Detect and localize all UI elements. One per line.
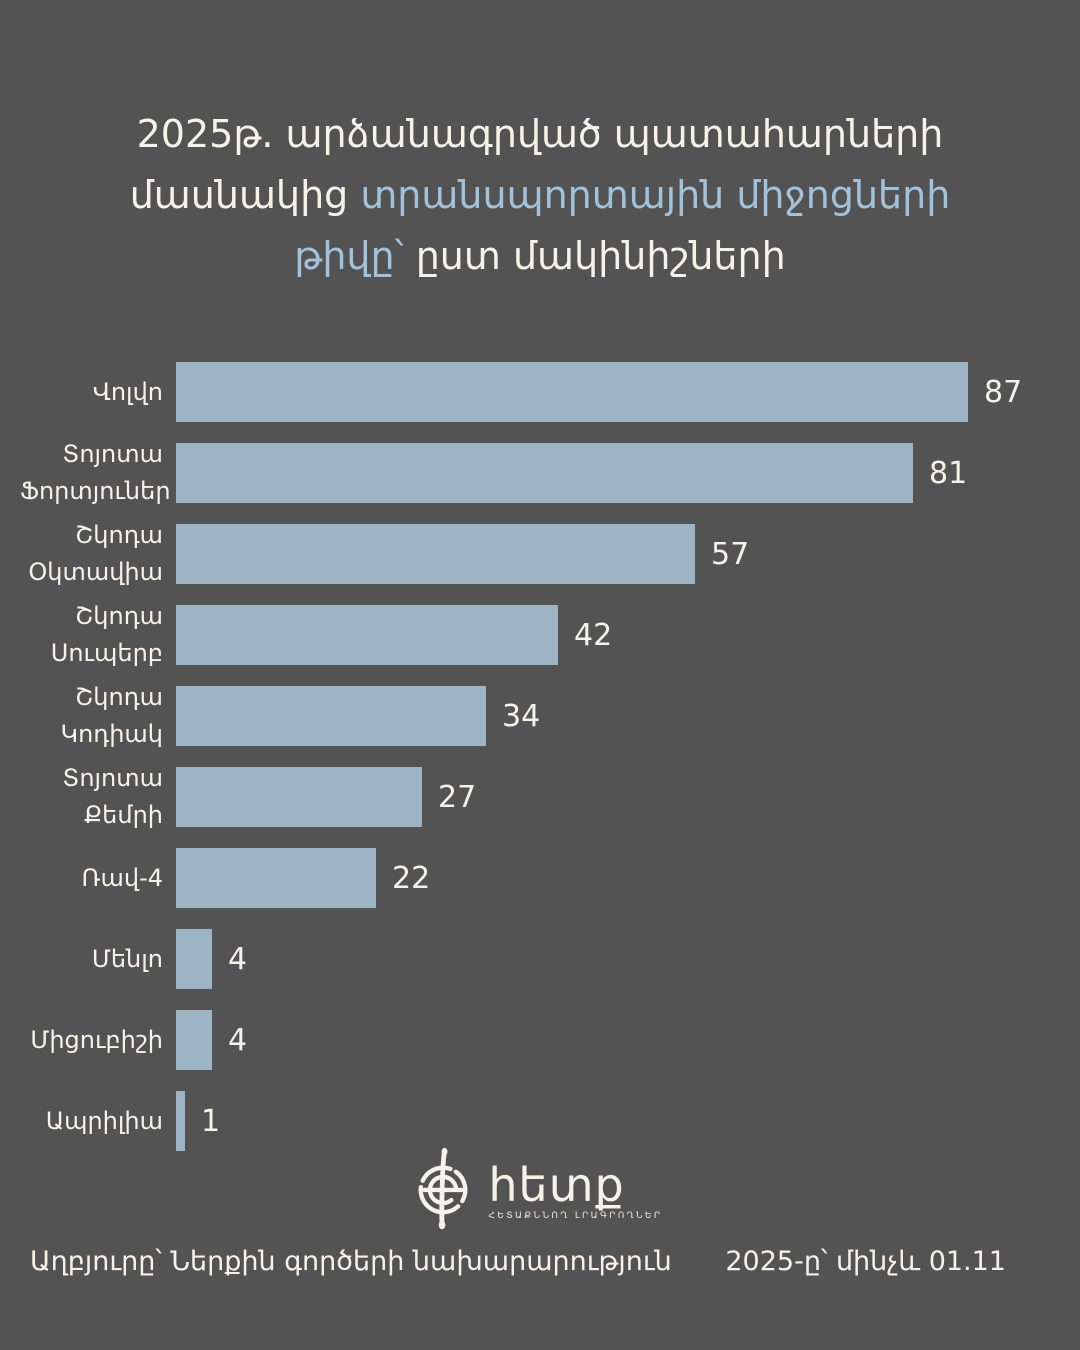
bar-value: 4: [228, 1022, 248, 1058]
logo-tagline-row: ՀԵՏԱՔՆՆՈՂ ԼՐԱԳՐՈՂՆԵՐ: [488, 1211, 667, 1221]
bar-value: 22: [392, 860, 431, 896]
title-segment: ըստ մակինիշների: [415, 234, 786, 278]
bar-label: Վոլվո: [92, 377, 163, 406]
bar: [176, 848, 376, 908]
logo-tagline: ՀԵՏԱՔՆՆՈՂ ԼՐԱԳՐՈՂՆԵՐ: [488, 1210, 663, 1221]
logo-text: հետք ՀԵՏԱՔՆՆՈՂ ԼՐԱԳՐՈՂՆԵՐ: [488, 1162, 667, 1221]
bar: [176, 686, 486, 746]
bar-label: Մենլո: [91, 944, 163, 973]
bar: [176, 605, 558, 665]
bar-row: Ապրիլիա 1: [20, 1091, 1080, 1151]
bar-label: Տոյոտա Քեմրի: [62, 764, 163, 829]
hetq-logo: հետք ՀԵՏԱՔՆՆՈՂ ԼՐԱԳՐՈՂՆԵՐ: [0, 1146, 1080, 1236]
title-segment: մասնակից: [129, 173, 361, 217]
hetq-compass-icon: [412, 1146, 474, 1236]
bar-value: 87: [984, 374, 1023, 410]
bar-label: Ապրիլիա: [45, 1106, 163, 1135]
logo-wordmark: հետք: [488, 1157, 625, 1212]
title-segment-highlight: թիվը՝: [294, 234, 416, 278]
bar: [176, 1091, 185, 1151]
bar-row: Շկոդա Կոդիակ 34: [20, 683, 1080, 748]
footer: Աղբյուրը՝ Ներքին գործերի նախարարություն …: [30, 1246, 1006, 1277]
bar-value: 4: [228, 941, 248, 977]
bar-row: Վոլվո 87: [20, 362, 1080, 422]
bar-label: Շկոդա Սուպերբ: [50, 602, 163, 667]
bar-label: Շկոդա Կոդիակ: [60, 683, 164, 748]
bar-row: Միցուբիշի 4: [20, 1010, 1080, 1070]
bar-label: Շկոդա Օկտավիա: [28, 521, 163, 586]
source-note: Աղբյուրը՝ Ներքին գործերի նախարարություն: [30, 1246, 672, 1277]
bar: [176, 443, 913, 503]
bar: [176, 362, 968, 422]
bar: [176, 929, 212, 989]
bar-value: 81: [929, 455, 968, 491]
bar-value: 34: [502, 698, 541, 734]
bar: [176, 1010, 212, 1070]
bar-row: Շկոդա Սուպերբ 42: [20, 602, 1080, 667]
bar-chart: Վոլվո 87 Տոյոտա Ֆորտյուներ 81 Շկոդա Օկտա…: [20, 362, 1080, 1172]
title-segment: 2025թ. արձանագրված պատահարների: [136, 112, 944, 156]
bar-label: Տոյոտա Ֆորտյուներ: [20, 440, 171, 505]
title-segment-highlight: տրանսպորտային միջոցների: [360, 173, 951, 217]
bar-row: Մենլո 4: [20, 929, 1080, 989]
bar-row: Շկոդա Օկտավիա 57: [20, 521, 1080, 586]
title-line-3: թիվը՝ ըստ մակինիշների: [0, 226, 1080, 287]
bar-value: 42: [574, 617, 613, 653]
bar-label: Միցուբիշի: [30, 1025, 163, 1054]
bar-row: Տոյոտա Քեմրի 27: [20, 764, 1080, 829]
bar-label: Ռավ-4: [81, 863, 163, 892]
page-title: 2025թ. արձանագրված պատահարների մասնակից …: [0, 104, 1080, 287]
bar-row: Տոյոտա Ֆորտյուներ 81: [20, 440, 1080, 505]
title-line-2: մասնակից տրանսպորտային միջոցների: [0, 165, 1080, 226]
bar-value: 27: [438, 779, 477, 815]
title-line-1: 2025թ. արձանագրված պատահարների: [0, 104, 1080, 165]
bar-row: Ռավ-4 22: [20, 848, 1080, 908]
bar: [176, 524, 695, 584]
bar-value: 57: [711, 536, 750, 572]
bar: [176, 767, 422, 827]
bar-value: 1: [201, 1103, 221, 1139]
period-note: 2025-ը՝ մինչև 01.11: [725, 1246, 1006, 1277]
